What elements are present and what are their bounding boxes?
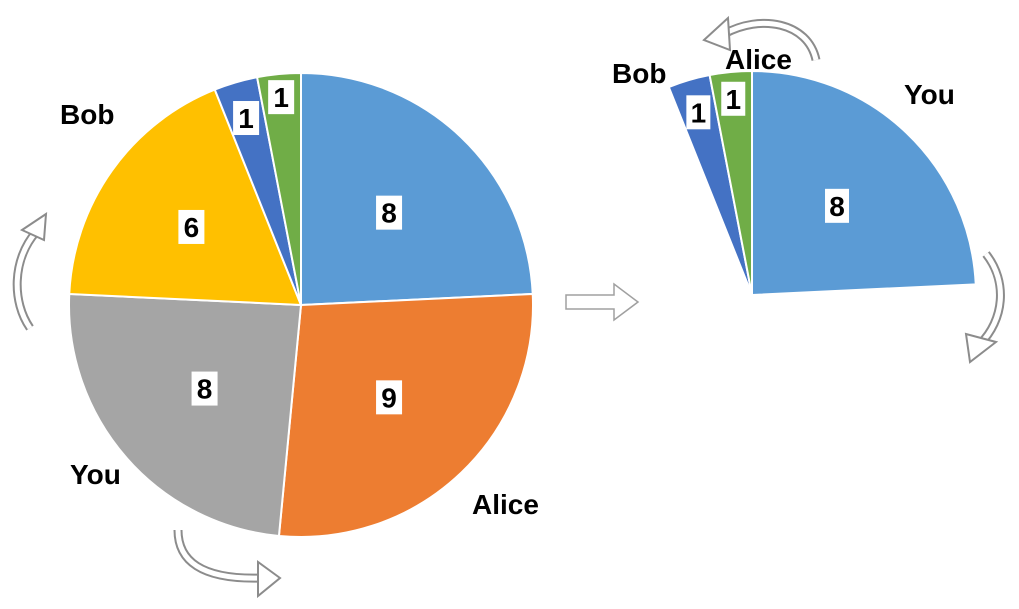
right-you-label: You: [904, 79, 955, 110]
left-pie-value-label-2-box: [191, 371, 218, 406]
left-you-label: You: [70, 459, 121, 490]
rotate-up-arrow-left-head: [19, 212, 48, 242]
right-pie-slice-0: [751, 69, 977, 297]
left-pie-value-label-5: 1: [273, 82, 289, 113]
right-pie-slices: 8 1 1: [667, 69, 977, 297]
right-bob-label: Bob: [612, 58, 666, 89]
arrows-group: [12, 15, 1005, 599]
right-pie-value-label-2-box: [721, 81, 746, 116]
left-pie-value-label-5-box: [268, 80, 295, 115]
right-pie-value-label-1: 1: [691, 97, 707, 128]
rotate-right-arrow-bottom-head: [257, 560, 282, 599]
left-pie-slice-0: [300, 71, 534, 307]
left-pie-value-label-2: 8: [197, 374, 213, 405]
left-pie-value-label-3-box: [178, 209, 205, 244]
left-bob-label: Bob: [60, 99, 114, 130]
left-pie-chart: 8 9 8 6 11: [68, 71, 534, 538]
left-alice-label: Alice: [472, 489, 539, 520]
left-pie-slice-5: [255, 71, 302, 306]
left-pie-value-label-4-box: [233, 101, 260, 136]
right-pie-slice-2: [708, 69, 753, 296]
rotate-left-arrow-top-head: [702, 15, 732, 52]
left-pie-value-label-3: 6: [184, 212, 200, 243]
left-pie-slice-3: [68, 88, 303, 307]
rotate-right-arrow-bottom-icon: [173, 529, 263, 583]
right-pie-value-label-2: 1: [725, 84, 741, 115]
right-alice-label: Alice: [725, 44, 792, 75]
left-pie-value-label-1: 9: [381, 382, 397, 413]
right-pie-value-label-0: 8: [829, 191, 845, 222]
left-pie-value-label-0: 8: [381, 198, 397, 229]
left-pie-value-label-0-box: [376, 195, 403, 230]
left-pie-slice-1: [277, 292, 534, 538]
left-pie-value-label-1-box: [376, 380, 403, 415]
right-pie-value-label-1-box: [686, 95, 711, 130]
left-pie-value-label-4: 1: [238, 103, 254, 134]
transition-arrow-icon: [565, 282, 640, 322]
rotate-down-arrow-right-head: [964, 332, 999, 364]
right-pie-value-label-0-box: [825, 188, 850, 223]
left-pie-slice-2: [68, 292, 303, 538]
